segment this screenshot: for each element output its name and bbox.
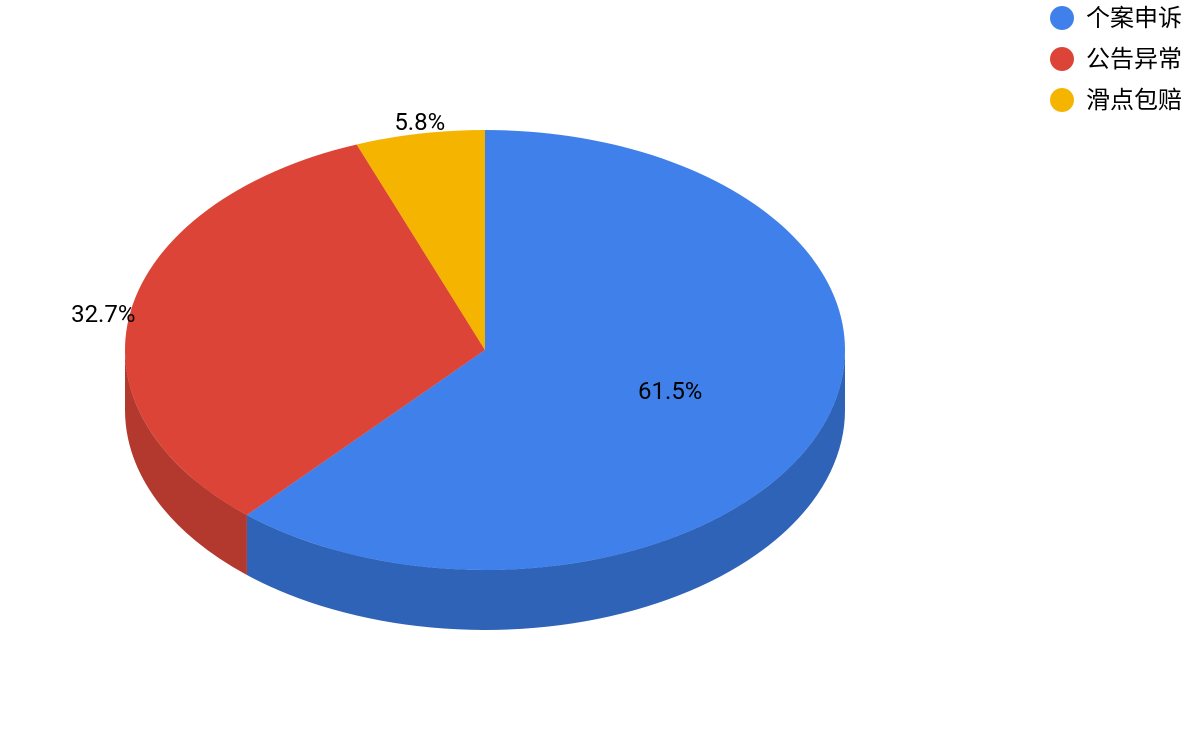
legend-label: 滑点包赔 xyxy=(1086,86,1182,115)
legend-item: 个案申诉 xyxy=(1050,4,1182,33)
slice-label-slippage_comp: 5.8% xyxy=(394,108,445,136)
legend: 个案申诉 公告异常 滑点包赔 xyxy=(1050,4,1182,126)
legend-label: 个案申诉 xyxy=(1086,4,1182,33)
legend-label: 公告异常 xyxy=(1086,45,1182,74)
chart-stage: 61.5% 32.7% 5.8% 个案申诉 公告异常 滑点包赔 xyxy=(0,0,1200,742)
legend-swatch-icon xyxy=(1050,88,1074,112)
legend-item: 公告异常 xyxy=(1050,45,1182,74)
slice-label-notice_anomaly: 32.7% xyxy=(71,300,135,328)
pie-chart: 61.5% 32.7% 5.8% xyxy=(0,0,1200,742)
legend-swatch-icon xyxy=(1050,6,1074,30)
legend-swatch-icon xyxy=(1050,47,1074,71)
slice-label-case_appeal: 61.5% xyxy=(638,377,702,405)
legend-item: 滑点包赔 xyxy=(1050,86,1182,115)
